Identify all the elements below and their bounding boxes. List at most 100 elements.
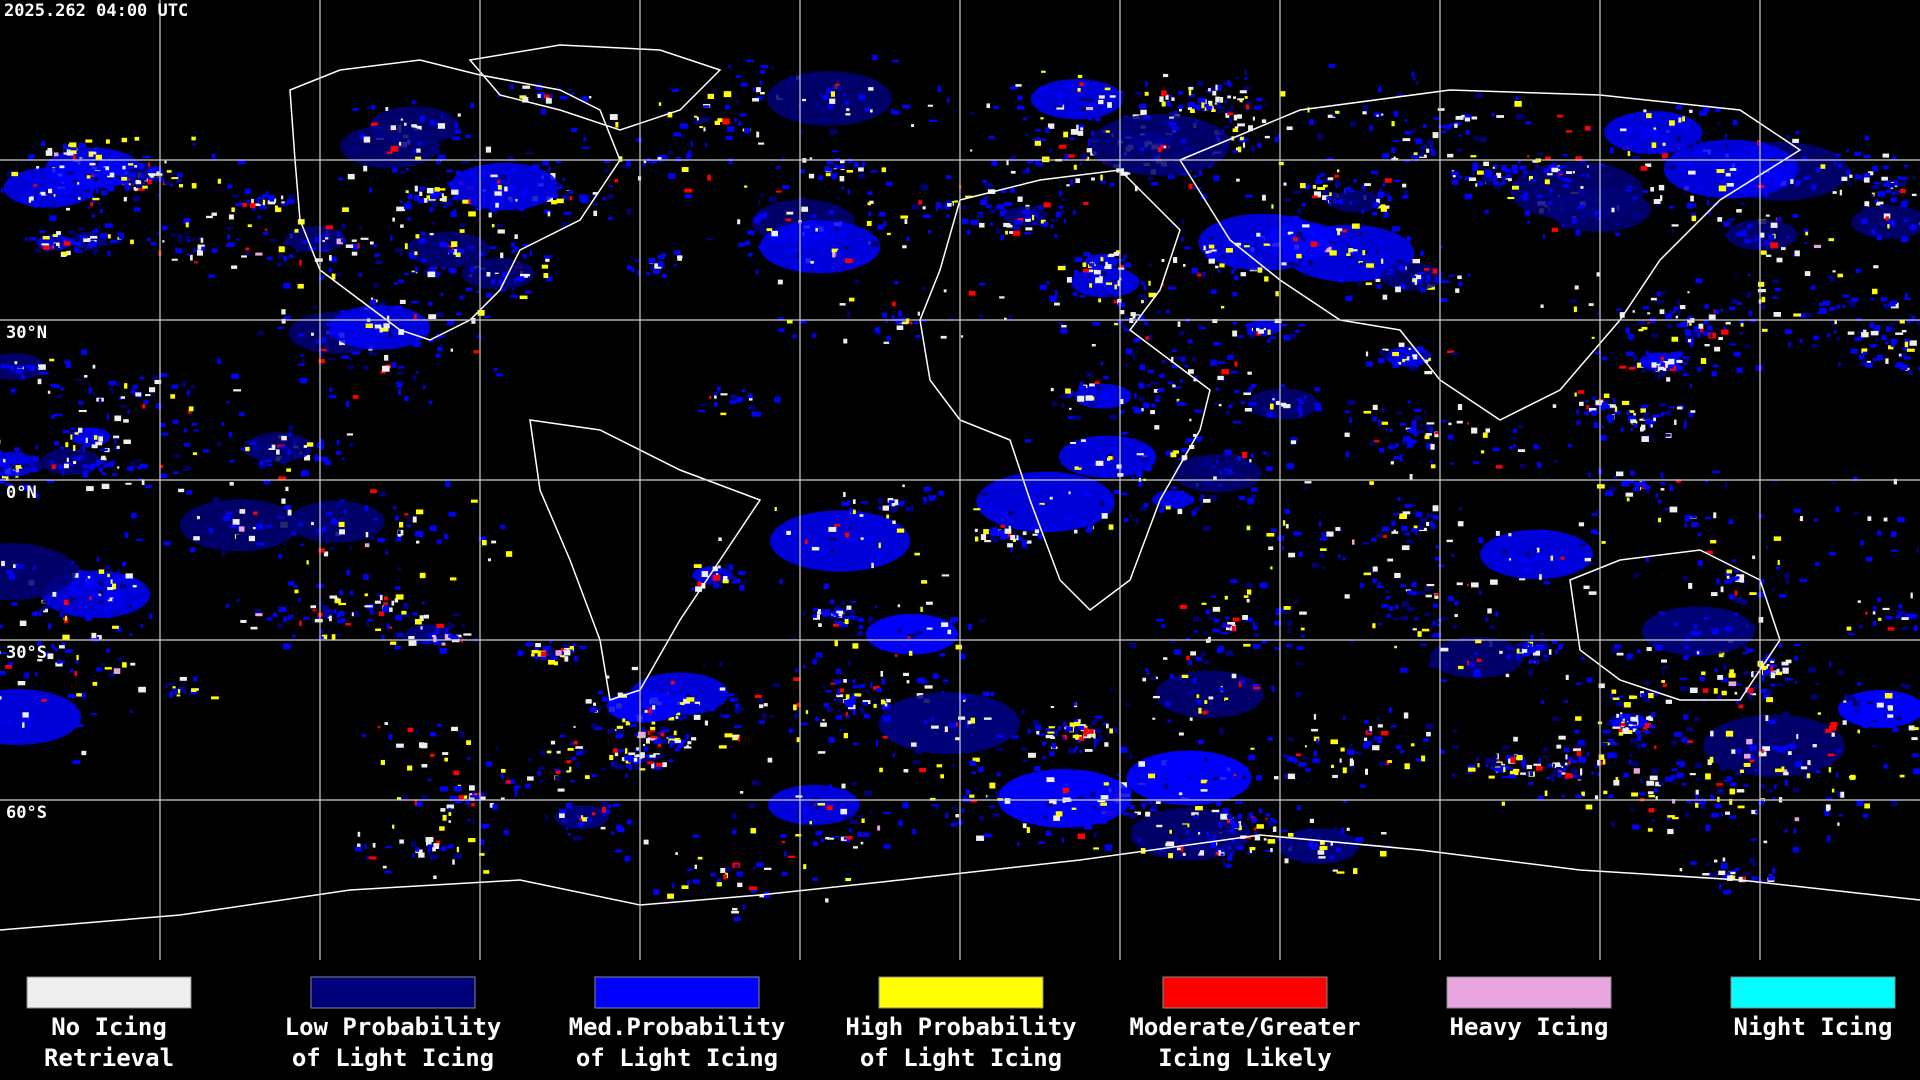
icing-pixel — [338, 177, 344, 181]
icing-pixel — [1387, 195, 1392, 202]
icing-pixel — [1874, 223, 1882, 227]
icing-pixel — [1351, 223, 1360, 229]
icing-pixel — [896, 528, 905, 533]
icing-pixel — [1458, 281, 1463, 287]
icing-pixel — [1101, 513, 1108, 519]
icing-pixel — [673, 132, 682, 137]
icing-pixel — [1457, 275, 1462, 280]
icing-pixel — [870, 170, 879, 173]
icing-pixel — [223, 515, 231, 521]
icing-pixel — [1313, 191, 1321, 198]
icing-pixel — [1223, 125, 1231, 129]
icing-pixel — [331, 273, 336, 280]
icing-pixel — [766, 228, 773, 232]
icing-pixel — [1242, 141, 1246, 148]
icing-pixel — [986, 103, 991, 109]
icing-pixel — [133, 207, 141, 212]
icing-pixel — [1297, 324, 1306, 327]
icing-pixel — [40, 188, 44, 192]
icing-pixel — [1784, 769, 1788, 774]
icing-pixel — [182, 468, 190, 472]
icing-pixel — [1120, 310, 1125, 315]
icing-pixel — [1335, 527, 1341, 531]
icing-pixel — [1713, 512, 1717, 519]
icing-pixel — [803, 246, 807, 250]
icing-pixel — [1307, 259, 1313, 266]
icing-pixel — [93, 171, 98, 177]
icing-pixel — [874, 327, 881, 333]
icing-pixel — [1290, 437, 1298, 441]
icing-pixel — [1869, 322, 1875, 329]
icing-pixel — [369, 241, 374, 245]
icing-pixel — [579, 196, 584, 202]
icing-pixel — [1829, 277, 1835, 282]
icing-pixel — [1125, 364, 1130, 368]
icing-pixel — [1435, 277, 1439, 283]
icing-pixel — [1626, 411, 1630, 415]
icing-pixel — [830, 547, 834, 553]
icing-pixel — [1734, 590, 1738, 596]
icing-pixel — [1232, 321, 1237, 325]
icing-pixel — [365, 323, 373, 329]
icing-pixel — [535, 84, 542, 90]
icing-pixel — [705, 238, 713, 241]
icing-pixel — [1752, 555, 1756, 560]
icing-pixel — [553, 195, 558, 199]
icing-pixel — [430, 194, 438, 200]
icing-pixel — [1652, 414, 1660, 418]
icing-pixel — [1195, 120, 1198, 125]
icing-pixel — [1425, 275, 1431, 281]
icing-pixel — [847, 189, 850, 195]
icing-pixel — [1417, 429, 1425, 434]
icing-pixel — [839, 303, 846, 306]
icing-pixel — [660, 159, 663, 163]
icing-pixel — [293, 440, 296, 446]
icing-pixel — [1378, 623, 1382, 626]
icing-pixel — [1512, 428, 1517, 434]
icing-pixel — [565, 193, 569, 198]
icing-pixel — [1188, 183, 1193, 190]
icing-pixel — [1517, 160, 1521, 164]
icing-pixel — [731, 578, 740, 584]
icing-pixel — [871, 562, 874, 569]
icing-pixel — [45, 184, 53, 189]
icing-pixel — [491, 224, 495, 228]
icing-pixel — [88, 174, 95, 177]
icing-pixel — [135, 392, 142, 397]
icing-pixel — [1248, 402, 1256, 406]
icing-pixel — [1911, 315, 1916, 322]
icing-pixel — [543, 273, 549, 279]
icing-pixel — [107, 597, 114, 602]
icing-pixel — [1645, 418, 1650, 424]
icing-pixel — [294, 589, 299, 594]
icing-pixel — [1653, 127, 1657, 132]
icing-pixel — [104, 223, 113, 229]
icing-pixel — [436, 148, 441, 154]
icing-pixel — [169, 682, 174, 686]
icing-pixel — [69, 142, 77, 148]
icing-pixel — [98, 202, 101, 206]
icing-pixel — [1181, 448, 1188, 453]
icing-pixel — [109, 239, 118, 244]
icing-pixel — [1464, 193, 1472, 200]
icing-pixel — [115, 175, 122, 180]
icing-pixel — [1464, 114, 1471, 120]
icing-pixel — [555, 161, 561, 164]
icing-pixel — [1880, 297, 1888, 302]
icing-pixel — [1633, 486, 1641, 492]
icing-pixel — [543, 94, 550, 99]
icing-pixel — [29, 236, 37, 241]
icing-pixel — [1521, 170, 1524, 174]
icing-pixel — [80, 243, 87, 249]
icing-pixel — [1176, 398, 1180, 403]
icing-pixel — [171, 171, 174, 175]
icing-pixel — [759, 80, 763, 85]
icing-pixel — [383, 602, 388, 606]
icing-pixel — [1526, 220, 1530, 224]
icing-pixel — [1130, 312, 1136, 317]
icing-pixel — [756, 131, 760, 138]
icing-pixel — [75, 435, 84, 442]
icing-pixel — [1003, 533, 1008, 537]
icing-pixel — [1184, 493, 1189, 499]
icing-pixel — [1712, 364, 1719, 368]
